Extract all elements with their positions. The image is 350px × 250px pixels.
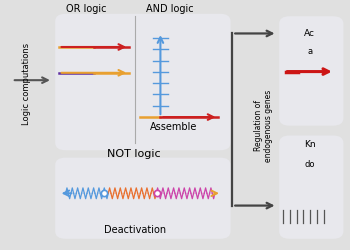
Text: AND logic: AND logic — [146, 4, 194, 14]
Text: Deactivation: Deactivation — [104, 225, 166, 235]
Text: a: a — [307, 47, 312, 56]
Text: Kn: Kn — [304, 140, 316, 149]
Text: Logic computations: Logic computations — [22, 43, 31, 125]
Text: OR logic: OR logic — [66, 4, 107, 14]
FancyBboxPatch shape — [279, 16, 343, 126]
Text: Assemble: Assemble — [149, 122, 197, 132]
Text: do: do — [304, 160, 315, 169]
Text: Ac: Ac — [304, 28, 315, 38]
Text: NOT logic: NOT logic — [106, 149, 160, 159]
FancyBboxPatch shape — [55, 158, 231, 239]
Text: Regulation of
endogenous genes: Regulation of endogenous genes — [254, 90, 273, 162]
FancyBboxPatch shape — [279, 136, 343, 239]
FancyBboxPatch shape — [55, 14, 231, 150]
